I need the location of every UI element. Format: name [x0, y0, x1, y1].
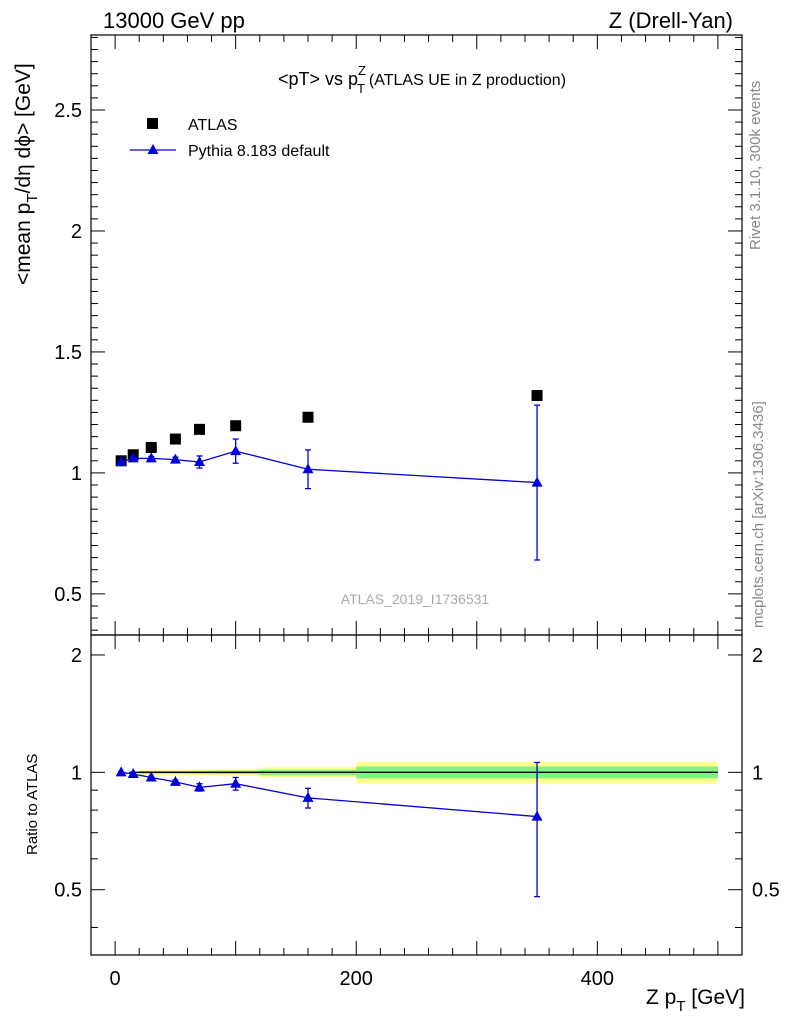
atlas-point-7 [531, 389, 543, 401]
x-tick-label-0: 0 [110, 968, 121, 990]
ratio-pythia-point-2 [145, 771, 157, 782]
analysis-watermark: ATLAS_2019_I1736531 [341, 591, 490, 607]
main-y-tick-label-1.5: 1.5 [54, 342, 82, 364]
pythia-point-2 [145, 452, 157, 463]
atlas-point-4 [194, 423, 205, 435]
header-energy-label: 13000 GeV pp [103, 8, 245, 33]
ratio-x-ticks: 0 200 400 [110, 635, 719, 990]
ratio-pythia-point-1 [127, 768, 139, 779]
atlas-point-2 [145, 442, 157, 453]
main-x-ticks [114, 35, 719, 635]
xlabel-post: [GeV] [685, 986, 745, 1009]
ratio-pythia-point-5 [230, 777, 242, 788]
main-y-axis-label: <mean pT/dη dϕ> [GeV] [12, 63, 41, 285]
x-axis-label: Z pT [GeV] [646, 986, 745, 1015]
ratio-y-tick-label-right-0.5: 0.5 [752, 880, 780, 902]
ylabel-sub: T [24, 194, 41, 203]
legend-pythia-label: Pythia 8.183 default [188, 143, 330, 160]
xlabel-sub: T [676, 998, 685, 1015]
ratio-y-tick-label-right-2: 2 [752, 645, 763, 667]
ylabel-pre: <mean p [12, 203, 35, 285]
main-y-tick-label-2.5: 2.5 [54, 100, 82, 122]
ratio-pythia-point-6 [302, 791, 314, 802]
title-rest: (ATLAS UE in Z production) [369, 72, 566, 89]
legend: ATLAS Pythia 8.183 default [130, 117, 330, 160]
main-y-tick-label-0.5: 0.5 [54, 584, 82, 606]
title-main: <pT> vs p [278, 69, 358, 89]
pythia-point-0 [115, 456, 127, 467]
main-y-ticks: 0.5 1 1.5 2 2.5 [54, 36, 742, 631]
ratio-pythia-point-3 [169, 775, 181, 786]
pythia-point-5 [230, 445, 242, 456]
ratio-y-tick-label-2: 2 [71, 645, 82, 667]
pythia-line [120, 450, 538, 484]
ratio-pythia-point-0 [115, 766, 127, 777]
pythia-point-3 [169, 453, 181, 464]
pythia-point-7 [531, 476, 543, 487]
main-y-tick-label-1: 1 [71, 463, 82, 485]
chart-title: <pT> vs pZ T (ATLAS UE in Z production) [278, 63, 566, 96]
ratio-pythia-point-7 [531, 810, 543, 821]
main-panel: 0.5 1 1.5 2 2.5 [54, 34, 743, 636]
legend-atlas-label: ATLAS [188, 117, 238, 134]
main-y-tick-label-2: 2 [71, 221, 82, 243]
header-process-label: Z (Drell-Yan) [609, 8, 733, 33]
ratio-y-tick-label-0.5: 0.5 [54, 880, 82, 902]
mcplots-label: mcplots.cern.ch [arXiv:1306.3436] [750, 401, 767, 628]
pythia-point-6 [302, 463, 314, 474]
ylabel-post: /dη dϕ> [GeV] [12, 63, 35, 193]
pythia-point-4 [194, 456, 205, 467]
title-subscript: T [357, 81, 365, 96]
title-superscript: Z [358, 63, 366, 78]
ratio-y-tick-label-right-1: 1 [752, 762, 763, 784]
ratio-pythia-point-4 [194, 781, 205, 792]
x-tick-label-200: 200 [340, 968, 373, 990]
atlas-point-3 [169, 433, 181, 445]
xlabel-pre: Z p [646, 986, 676, 1009]
ratio-y-axis-label: Ratio to ATLAS [24, 754, 41, 855]
legend-pythia-marker [147, 144, 159, 154]
rivet-version-label: Rivet 3.1.10, 300k events [747, 81, 764, 250]
ratio-y-ticks: 0.5 0.5 1 1 2 2 [54, 645, 780, 928]
ratio-frame [90, 634, 743, 956]
atlas-point-6 [302, 411, 314, 423]
x-tick-label-400: 400 [581, 968, 614, 990]
pythia-point-1 [127, 452, 139, 463]
atlas-point-5 [230, 420, 242, 432]
legend-atlas-marker [147, 118, 158, 129]
ratio-panel: 0.5 0.5 1 1 2 2 0 200 400 [54, 634, 780, 990]
ratio-y-tick-label-1: 1 [71, 762, 82, 784]
